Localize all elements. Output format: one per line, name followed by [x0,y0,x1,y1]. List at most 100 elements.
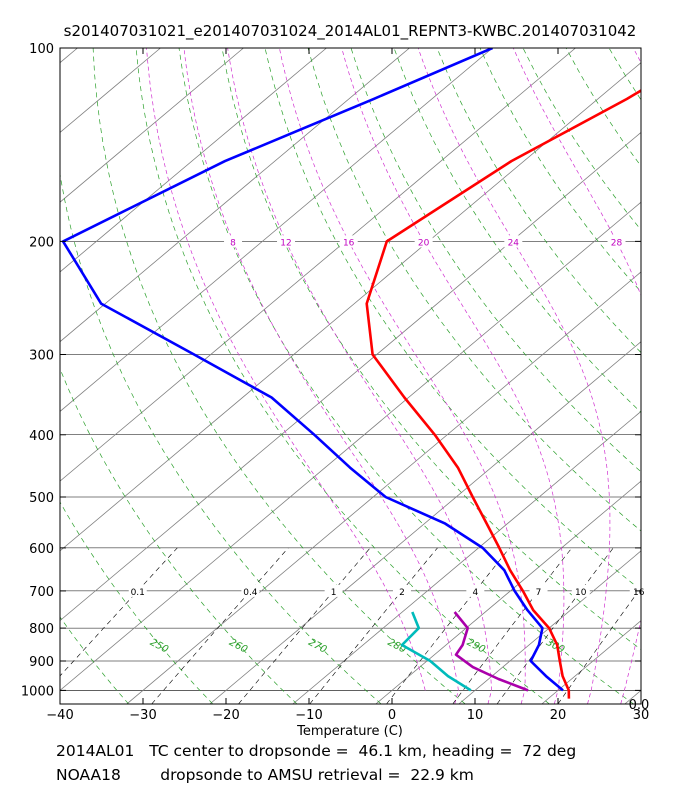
moist-adiabat-line [183,48,459,704]
isotherm-line [60,48,493,412]
mixing-ratio-line [452,547,573,704]
moist-adiabat-line [417,48,611,704]
mixing-ratio-label: 4 [472,588,478,598]
mixing-ratio-label: 0.4 [243,588,258,598]
dry-adiabat-line [652,48,700,704]
series-layer [61,48,641,699]
moist-adiabat-line [632,48,641,64]
dry-adiabat-line [135,48,550,704]
dry-adiabat-line [60,367,298,704]
isotherm-line [60,48,576,482]
isotherm-line [60,48,244,203]
isotherm-line [60,201,641,691]
moist-adiabat-line [341,48,565,704]
y-tick-label: 700 [29,585,54,600]
series-line-4 [400,611,472,692]
dry-adiabat-line [479,48,641,293]
series-line-1 [365,89,641,699]
moist-adiabat-line [691,48,700,690]
y-tick-label: 500 [29,491,54,506]
x-axis-label: Temperature (C) [297,724,403,739]
label-bg [529,584,548,597]
series-line-3 [453,611,529,692]
dry-adiabat-line [60,171,382,704]
dry-adiabat-line [350,48,641,473]
moist-adiabat-label: 12 [280,238,291,248]
mixing-ratio-line [151,547,289,704]
dry-adiabat-line [60,616,129,704]
dry-adiabat-line [522,48,641,231]
moist-adiabat-label: 24 [508,238,520,248]
moist-adiabat-line [279,48,526,704]
label-bg [128,584,147,597]
isotherm-line [60,48,161,133]
y-tick-label: 400 [29,429,54,444]
label-bg [466,584,485,597]
isotherm-line [60,62,641,552]
x-tick-label: 20 [550,708,567,723]
dry-adiabat-line [393,48,641,413]
mixing-ratio-line [496,547,614,704]
dry-adiabat-label: 250 [148,637,170,656]
y-tick-label: 800 [29,622,54,637]
label-bg [241,584,260,597]
y-tick-label: 600 [29,542,54,557]
dry-adiabat-line [0,48,45,704]
mixing-ratio-label: 0.1 [131,588,145,598]
dry-adiabat-line [436,48,641,354]
y-tick-label: 100 [29,42,54,57]
mixing-ratio-label: 2 [399,588,405,598]
y-tick-label: 900 [29,655,54,670]
x-tick-label: 0 [388,708,396,723]
label-bg [339,235,358,248]
mixing-ratio-line [60,547,178,677]
isotherm-line [60,48,327,273]
label-bg [607,235,626,248]
dry-adiabat-line [608,48,641,101]
label-bg [414,235,433,248]
isotherm-line [375,480,641,704]
dry-adiabat-line [92,48,466,704]
label-bg [224,235,243,248]
x-tick-label: −10 [295,708,322,723]
mixing-ratio-label: 1 [331,588,337,598]
dry-adiabat-line [565,48,641,167]
x-tick-label: −30 [129,708,156,723]
moist-adiabat-line [227,48,492,704]
label-bg [324,584,343,597]
label-bg [571,584,590,597]
chart-title: s201407031021_e201407031024_2014AL01_REP… [63,22,637,40]
isotherm-line [624,689,641,704]
dry-adiabat-label: 290 [465,637,487,656]
mixing-ratio-line [238,547,371,704]
x-tick-label: 10 [467,708,484,723]
x-tick-label: 30 [633,708,650,723]
isotherm-line [541,620,641,704]
mixing-ratio-label: 10 [575,588,587,598]
dry-adiabat-line [178,48,634,704]
x-tick-label: −20 [212,708,239,723]
isotherm-line [60,131,641,622]
series-line-2 [61,48,564,692]
label-bg [392,584,411,597]
corner-label: 0.0 [629,698,650,713]
moist-adiabat-label: 20 [418,238,430,248]
label-bg [504,235,523,248]
isotherm-line [292,410,641,704]
isotherm-line [60,48,410,343]
x-tick-label: −40 [46,708,73,723]
mixing-ratio-line [386,547,510,704]
moist-adiabat-label: 8 [230,238,236,248]
mixing-ratio-label: 16 [633,588,645,598]
mixing-ratio-line [557,587,641,704]
footer-line-1: 2014AL01 TC center to dropsonde = 46.1 k… [56,742,577,760]
y-tick-label: 300 [29,348,54,363]
isotherm-line [60,48,78,64]
dry-adiabat-line [264,48,641,591]
moist-adiabat-label: 16 [343,238,355,248]
moist-adiabat-line [146,48,426,691]
moist-adiabat-line [512,48,641,704]
